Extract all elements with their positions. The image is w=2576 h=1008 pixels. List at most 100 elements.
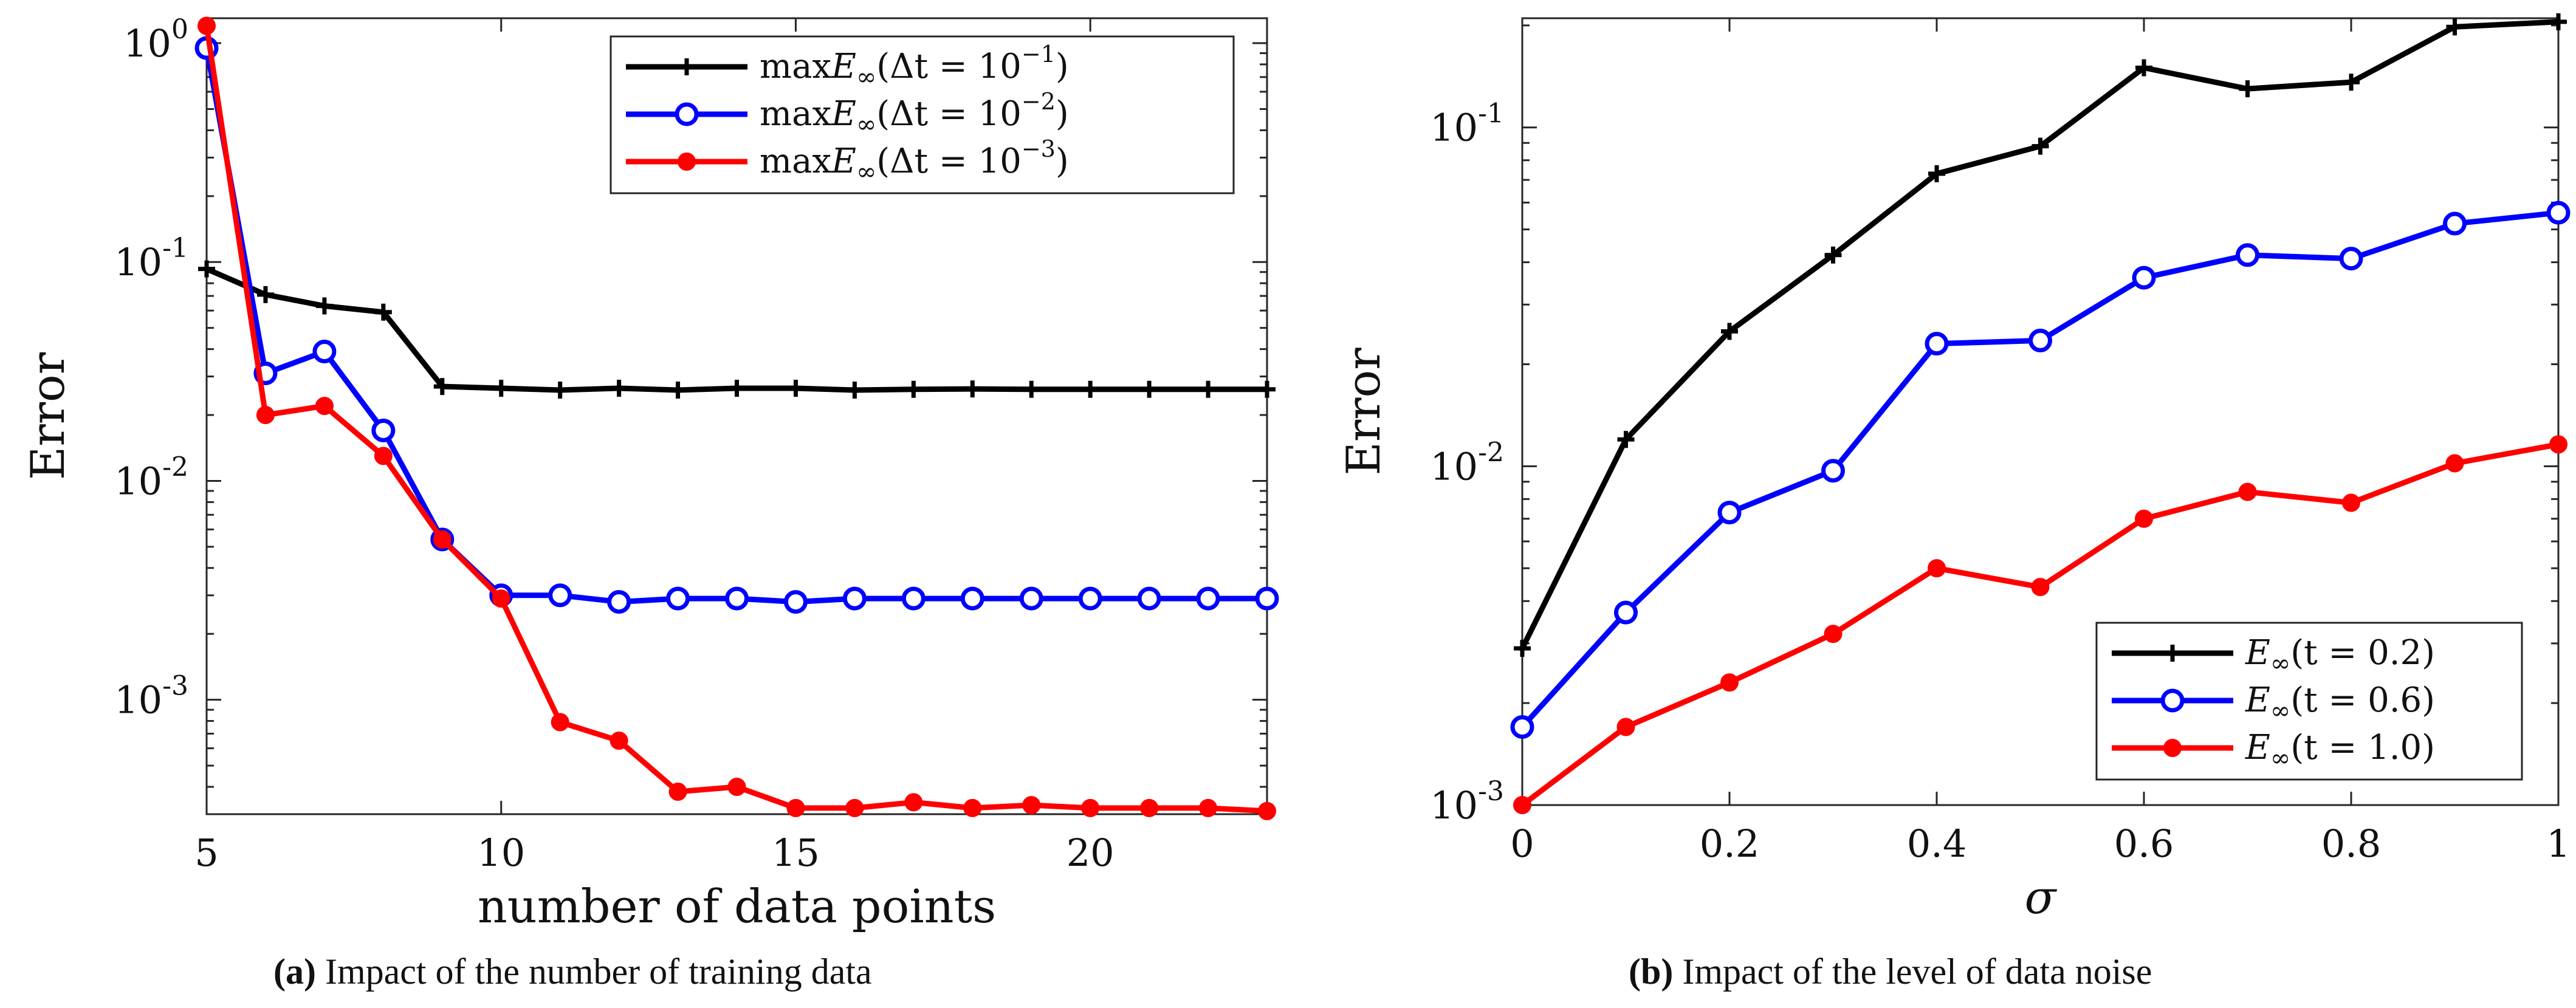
legend-prefix: max — [760, 94, 831, 134]
legend-symbol: E — [831, 94, 856, 134]
data-point-circle-marker — [1821, 459, 1845, 483]
legend-entry-label: maxE∞(Δt = 10−2) — [760, 88, 1069, 139]
data-point-dot-marker — [2342, 493, 2360, 512]
x-axis-label: number of data points — [478, 879, 996, 933]
series-2 — [1510, 201, 2571, 739]
data-point-circle-marker — [2546, 201, 2571, 225]
legend-subscript: ∞ — [856, 111, 876, 139]
caption-b-label: (b) — [1629, 951, 1674, 992]
data-point-dot-marker — [963, 798, 982, 817]
data-point-plus-marker — [1141, 380, 1158, 398]
data-point-circle-marker — [1510, 715, 1534, 739]
data-point-plus-marker — [669, 381, 687, 399]
data-point-plus-marker — [2032, 137, 2049, 155]
legend-close-paren: ) — [1056, 47, 1069, 86]
caption-a-label: (a) — [273, 951, 316, 992]
legend: maxE∞(Δt = 10−1)maxE∞(Δt = 10−2)maxE∞(Δt… — [610, 35, 1235, 194]
data-point-plus-marker — [728, 379, 746, 397]
y-tick-exponent: -2 — [1478, 437, 1504, 468]
x-tick-label: 20 — [1066, 831, 1115, 875]
data-point-plus-marker — [2343, 74, 2360, 91]
data-point-plus-marker — [1514, 640, 1531, 657]
caption-a: (a) Impact of the number of training dat… — [273, 951, 872, 993]
legend-subscript: ∞ — [2270, 744, 2290, 772]
y-tick-exponent: -3 — [1478, 776, 1504, 807]
legend-subscript: ∞ — [2270, 650, 2290, 677]
y-tick-label: 10-1 — [114, 233, 188, 284]
data-point-circle-marker — [312, 340, 337, 364]
data-point-dot-marker — [1616, 718, 1635, 736]
legend-prefix: max — [760, 142, 831, 181]
data-point-plus-marker — [1928, 165, 1945, 182]
x-tick-label: 15 — [772, 831, 820, 875]
x-tick-label: 10 — [477, 831, 525, 875]
data-point-dot-marker — [492, 589, 510, 608]
legend-entry-label: E∞(t = 0.6) — [2245, 681, 2435, 725]
data-point-plus-marker — [256, 286, 274, 303]
data-point-dot-marker — [1513, 796, 1531, 814]
data-point-circle-marker — [2236, 243, 2259, 267]
data-point-dot-marker — [610, 732, 628, 750]
data-point-circle-marker — [2443, 211, 2467, 236]
caption-a-text: Impact of the number of training data — [325, 951, 872, 992]
data-point-plus-marker — [492, 379, 510, 397]
legend-prefix: max — [760, 47, 831, 86]
series-3 — [197, 16, 1276, 820]
data-point-circle-marker — [901, 586, 926, 611]
data-point-dot-marker — [315, 397, 334, 416]
y-tick-exponent: 0 — [171, 14, 188, 45]
data-point-plus-marker — [551, 381, 569, 399]
data-point-dot-marker — [197, 16, 216, 35]
data-point-dot-marker — [551, 713, 569, 732]
series-3 — [1513, 435, 2567, 814]
x-tick-label: 0.6 — [2114, 821, 2174, 866]
data-point-plus-marker — [610, 379, 628, 397]
y-tick-exponent: -2 — [162, 451, 188, 482]
legend-argument: (Δt = 10 — [876, 47, 1022, 86]
y-tick-base: 10 — [1430, 106, 1478, 150]
data-point-dot-marker — [374, 447, 393, 465]
legend-entry-label: maxE∞(Δt = 10−1) — [760, 41, 1069, 91]
data-point-circle-marker — [2028, 328, 2052, 352]
y-tick-base: 10 — [114, 678, 162, 722]
data-point-dot-marker — [256, 406, 275, 425]
x-tick-label: 0.2 — [1700, 821, 1760, 866]
x-tick-label: 1 — [2546, 821, 2570, 866]
legend-symbol: E — [831, 47, 856, 86]
legend-argument: (t = 1.0) — [2290, 728, 2435, 767]
caption-b: (b) Impact of the level of data noise — [1629, 951, 2152, 993]
y-tick-base: 10 — [114, 459, 162, 503]
y-tick-label: 10-1 — [1430, 98, 1504, 150]
y-axis-label: Error — [21, 352, 75, 480]
data-point-dot-marker — [1258, 801, 1276, 820]
legend-symbol: E — [2245, 728, 2270, 767]
data-point-dot-marker — [904, 793, 923, 812]
series-1 — [198, 260, 1276, 399]
legend-symbol: E — [831, 142, 856, 181]
y-tick-base: 10 — [114, 240, 162, 284]
data-point-circle-marker — [371, 418, 396, 442]
data-point-dot-marker — [1824, 625, 1843, 643]
y-tick-base: 10 — [123, 21, 171, 66]
legend-argument: (Δt = 10 — [876, 142, 1022, 181]
legend-entry-label: E∞(t = 1.0) — [2245, 728, 2435, 772]
legend-superscript: −3 — [1022, 135, 1056, 162]
data-point-plus-marker — [2164, 645, 2181, 662]
y-tick-base: 10 — [1430, 783, 1478, 828]
data-point-plus-marker — [198, 260, 215, 278]
legend-symbol: E — [2245, 633, 2270, 673]
data-point-dot-marker — [668, 783, 687, 801]
legend-argument: (Δt = 10 — [876, 94, 1022, 134]
data-point-plus-marker — [2239, 80, 2256, 98]
data-point-plus-marker — [374, 303, 392, 321]
data-point-dot-marker — [2238, 482, 2257, 501]
y-tick-label: 10-2 — [114, 451, 188, 503]
data-point-circle-marker — [725, 586, 749, 611]
data-point-circle-marker — [1137, 586, 1161, 611]
data-point-plus-marker — [1023, 380, 1040, 398]
y-tick-label: 10-3 — [114, 671, 188, 722]
data-point-circle-marker — [666, 586, 690, 611]
legend-subscript: ∞ — [856, 158, 876, 186]
data-point-circle-marker — [1019, 586, 1043, 611]
